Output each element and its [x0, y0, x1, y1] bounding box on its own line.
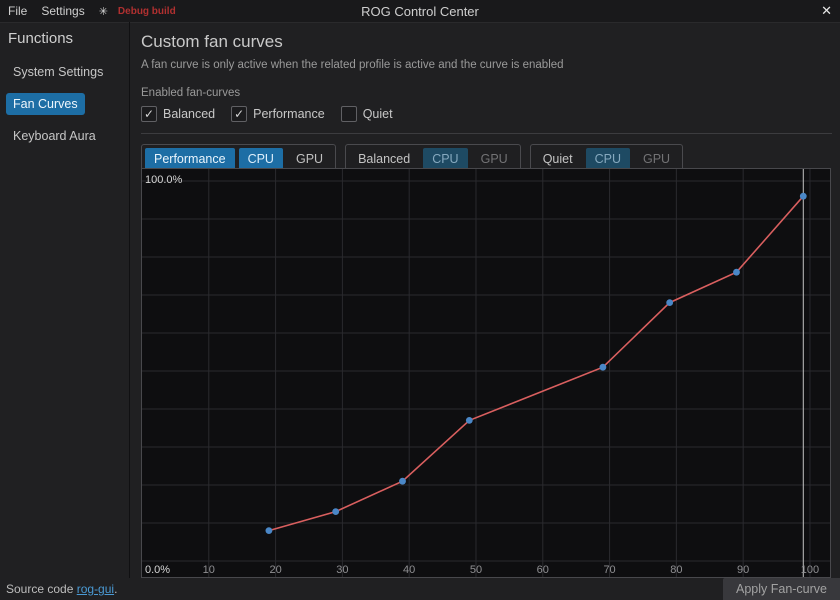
- close-icon[interactable]: ✕: [821, 3, 832, 18]
- checkbox-balanced-label: Balanced: [163, 107, 216, 121]
- enabled-fan-curves-row: ✓ Balanced ✓ Performance Quiet: [141, 106, 832, 122]
- source-code-period: .: [114, 582, 118, 596]
- svg-text:30: 30: [336, 564, 348, 576]
- checkbox-quiet-label: Quiet: [362, 107, 393, 121]
- tab-quiet[interactable]: Quiet: [542, 152, 573, 166]
- svg-text:40: 40: [403, 564, 415, 576]
- debug-build-label: Debug build: [117, 5, 176, 17]
- sidebar-item-system-settings[interactable]: System Settings: [13, 65, 104, 79]
- page-description: A fan curve is only active when the rela…: [141, 59, 564, 71]
- checkbox-balanced-box[interactable]: ✓: [141, 106, 157, 122]
- sidebar: Functions System Settings Fan Curves Key…: [0, 22, 130, 578]
- enabled-fan-curves-label: Enabled fan-curves: [141, 87, 241, 99]
- fan-curve-chart-svg: 10 20 30 40 50 60 70 80 90 100 100.0% 0.0%: [142, 169, 830, 577]
- svg-text:50: 50: [470, 564, 482, 576]
- footer: Source code rog-gui. Apply Fan-curve: [0, 578, 840, 600]
- tab-balanced-gpu[interactable]: GPU: [480, 152, 508, 166]
- apply-fan-curve-button[interactable]: Apply Fan-curve: [722, 578, 840, 600]
- tab-quiet-gpu[interactable]: GPU: [642, 152, 671, 166]
- fan-curve-chart[interactable]: 10 20 30 40 50 60 70 80 90 100 100.0% 0.0%: [141, 168, 831, 578]
- svg-text:100: 100: [801, 564, 819, 576]
- divider: [141, 133, 832, 134]
- checkbox-performance-label: Performance: [253, 107, 325, 121]
- checkbox-performance-box[interactable]: ✓: [231, 106, 248, 122]
- sidebar-item-fan-curves[interactable]: Fan Curves: [6, 93, 85, 115]
- svg-text:70: 70: [603, 564, 615, 576]
- checkbox-quiet[interactable]: Quiet: [340, 106, 393, 122]
- svg-text:10: 10: [203, 564, 215, 576]
- source-code-line: Source code rog-gui.: [6, 582, 117, 596]
- checkbox-quiet-box[interactable]: [340, 106, 357, 122]
- source-code-link[interactable]: rog-gui: [76, 582, 115, 596]
- tab-performance-gpu[interactable]: GPU: [295, 152, 324, 166]
- theme-toggle-icon[interactable]: ✳: [98, 5, 108, 18]
- svg-text:60: 60: [537, 564, 549, 576]
- tab-balanced[interactable]: Balanced: [358, 152, 411, 166]
- checkbox-performance[interactable]: ✓ Performance: [231, 106, 325, 122]
- menu-settings[interactable]: Settings: [41, 4, 85, 18]
- menu-file[interactable]: File: [8, 4, 28, 18]
- tab-quiet-cpu[interactable]: CPU: [585, 148, 630, 170]
- page-title: Custom fan curves: [141, 32, 283, 51]
- main-content: Custom fan curves A fan curve is only ac…: [131, 22, 840, 578]
- svg-text:90: 90: [737, 564, 749, 576]
- svg-text:0.0%: 0.0%: [145, 564, 170, 576]
- checkbox-balanced[interactable]: ✓ Balanced: [141, 106, 215, 122]
- sidebar-title: Functions: [8, 30, 74, 47]
- tab-performance[interactable]: Performance: [145, 148, 235, 170]
- svg-text:20: 20: [269, 564, 281, 576]
- svg-text:100.0%: 100.0%: [145, 174, 183, 186]
- source-code-text: Source code: [6, 582, 77, 596]
- sidebar-item-keyboard-aura[interactable]: Keyboard Aura: [13, 129, 96, 143]
- tab-balanced-cpu[interactable]: CPU: [423, 148, 468, 170]
- titlebar: File Settings ✳ Debug build ROG Control …: [0, 0, 840, 23]
- tab-performance-cpu[interactable]: CPU: [238, 148, 283, 170]
- svg-text:80: 80: [670, 564, 682, 576]
